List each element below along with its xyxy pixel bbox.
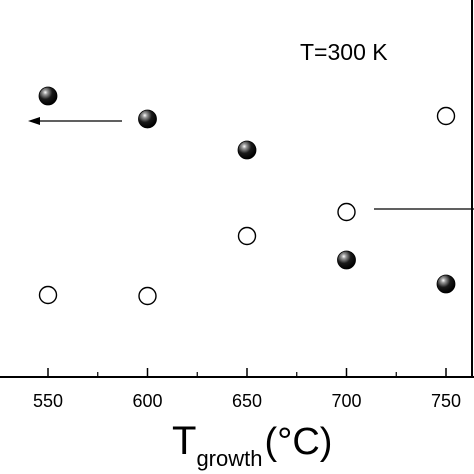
x-axis-label: Tgrowth(°C) (172, 419, 332, 471)
arrow-left-head (28, 117, 40, 125)
data-point-filled (138, 109, 157, 129)
x-axis-label-main: T (172, 419, 196, 463)
x-tick-label: 700 (331, 391, 361, 411)
data-marks (38, 86, 456, 306)
x-tick-label: 750 (431, 391, 461, 411)
data-point-open (237, 226, 257, 246)
x-tick-label: 650 (232, 391, 262, 411)
x-tick-label: 550 (33, 391, 63, 411)
data-point-filled (337, 250, 356, 270)
data-point-open (138, 286, 157, 306)
plot-axes (0, 0, 474, 378)
x-tick-label: 600 (132, 391, 162, 411)
x-ticks: 550 600 650 700 750 (33, 368, 461, 411)
data-point-open (38, 285, 58, 305)
x-axis-label-sub: growth (196, 446, 262, 471)
series-arrows (28, 117, 474, 210)
data-point-open (436, 106, 456, 126)
data-point-filled (237, 140, 257, 160)
annotation-text: T=300 K (300, 39, 388, 65)
data-point-open (337, 202, 356, 222)
data-point-filled (38, 86, 58, 106)
x-axis-label-unit: (°C) (264, 421, 332, 463)
data-point-filled (436, 274, 456, 294)
